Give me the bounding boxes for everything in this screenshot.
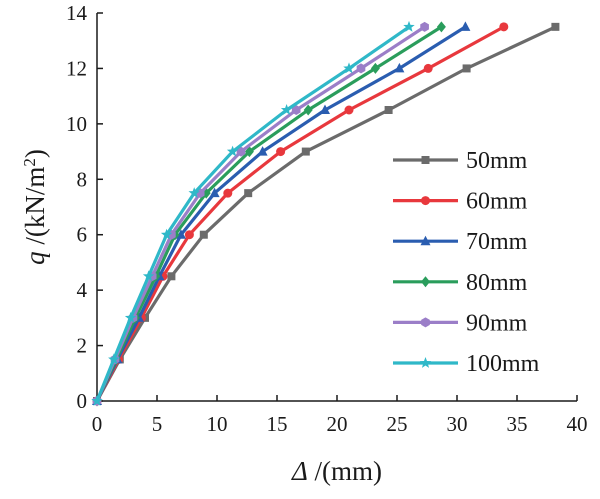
y-tick-label: 4 — [77, 278, 88, 302]
data-point-100mm — [188, 187, 200, 198]
data-point-70mm — [209, 187, 220, 198]
legend-marker — [419, 357, 432, 368]
x-tick-label: 40 — [567, 412, 588, 436]
series-80mm — [92, 21, 446, 407]
axes: 0 5 10 15 20 25 30 35 40 0 2 4 6 8 10 12 14 — [66, 1, 588, 436]
y-tick-label: 14 — [66, 1, 88, 25]
x-tick-label: 35 — [507, 412, 528, 436]
series-line-100mm — [95, 25, 410, 402]
data-point-90mm — [420, 21, 429, 32]
y-axis-title: q /(kN/m2) — [20, 149, 51, 265]
legend-item-80mm: 80mm — [393, 270, 528, 296]
y-tick-label: 10 — [66, 112, 87, 136]
x-tick-label: 15 — [267, 412, 288, 436]
data-point-70mm — [320, 104, 330, 114]
legend-label: 70mm — [466, 229, 528, 255]
data-point-50mm — [384, 106, 393, 114]
data-point-100mm — [108, 353, 120, 365]
y-tick-label: 6 — [77, 223, 88, 247]
legend-marker — [420, 235, 431, 246]
data-point-100mm — [280, 104, 293, 115]
data-point-100mm — [124, 311, 137, 323]
x-axis-title: Δ /(mm) — [291, 456, 382, 486]
data-point-60mm — [499, 22, 509, 32]
y-tick-label: 12 — [66, 56, 87, 80]
x-tick-label: 30 — [447, 412, 468, 436]
data-point-50mm — [462, 64, 471, 73]
data-point-50mm — [167, 272, 176, 281]
x-tick-label: 0 — [92, 412, 103, 436]
legend-label: 50mm — [466, 148, 528, 174]
y-tick-label: 8 — [77, 167, 88, 191]
data-point-50mm — [301, 147, 310, 156]
data-point-100mm — [403, 20, 415, 32]
legend-item-60mm: 60mm — [393, 189, 528, 215]
legend-item-50mm: 50mm — [393, 148, 528, 174]
data-point-50mm — [244, 189, 253, 198]
series-line-60mm — [95, 25, 505, 402]
legend-item-100mm: 100mm — [393, 351, 540, 377]
x-tick-label: 20 — [327, 412, 348, 436]
x-tick-label: 5 — [152, 412, 163, 436]
data-point-50mm — [199, 230, 208, 239]
x-tick-label: 10 — [207, 412, 228, 436]
series-line-70mm — [95, 25, 467, 402]
data-point-90mm — [291, 105, 301, 115]
data-point-80mm — [303, 104, 313, 116]
legend-marker — [421, 317, 430, 328]
data-point-70mm — [257, 146, 268, 156]
legend-item-90mm: 90mm — [393, 310, 528, 336]
legend-label: 90mm — [466, 310, 528, 336]
data-point-100mm — [91, 395, 103, 406]
legend-label: 100mm — [466, 351, 540, 377]
legend-marker — [421, 196, 430, 206]
legend-marker — [421, 276, 430, 288]
data-point-100mm — [226, 145, 239, 157]
series-70mm — [92, 21, 471, 405]
legend: 50mm 60mm 70mm 80mm 90mm 100mm — [393, 148, 540, 377]
data-point-70mm — [460, 21, 471, 31]
data-point-60mm — [423, 63, 433, 73]
legend-item-70mm: 70mm — [393, 229, 528, 255]
data-point-60mm — [344, 105, 354, 115]
series-layer — [91, 20, 560, 407]
data-point-100mm — [343, 62, 355, 74]
y-tick-label: 2 — [77, 334, 88, 358]
data-point-100mm — [160, 228, 173, 240]
series-line-90mm — [95, 25, 426, 402]
data-point-60mm — [276, 147, 286, 157]
x-tick-label: 25 — [387, 412, 408, 436]
data-point-50mm — [551, 22, 560, 31]
data-point-90mm — [236, 146, 246, 157]
data-point-100mm — [142, 270, 155, 282]
data-point-80mm — [370, 62, 380, 74]
data-point-60mm — [184, 230, 194, 240]
legend-label: 80mm — [466, 270, 528, 296]
data-point-70mm — [176, 229, 186, 239]
data-point-80mm — [436, 21, 446, 33]
series-line-50mm — [95, 25, 557, 402]
data-point-90mm — [356, 63, 366, 74]
y-tick-label: 0 — [77, 389, 88, 413]
series-line-80mm — [95, 25, 443, 402]
data-point-70mm — [394, 62, 405, 73]
legend-marker — [421, 156, 430, 164]
data-point-60mm — [223, 188, 233, 198]
series-100mm — [91, 20, 415, 406]
legend-label: 60mm — [466, 189, 528, 215]
